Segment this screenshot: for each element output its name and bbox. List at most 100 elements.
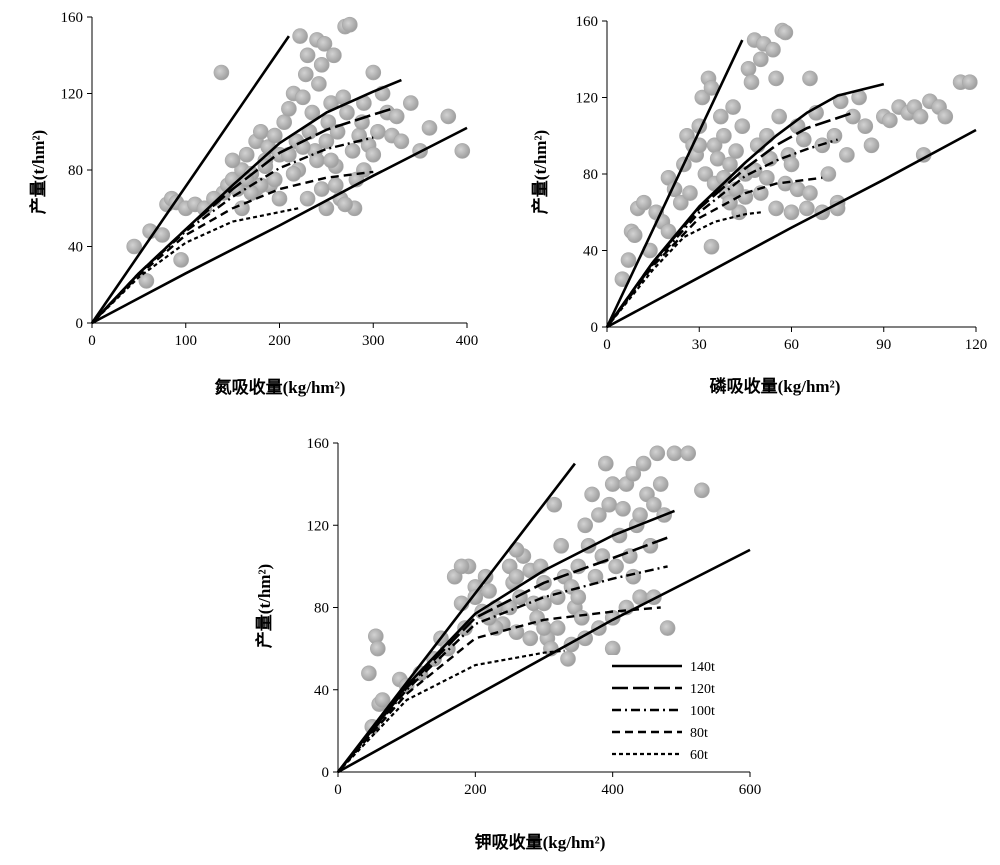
potassium-point-50 bbox=[601, 496, 618, 513]
nitrogen-point-26 bbox=[276, 114, 293, 130]
phosphorus-point-89 bbox=[802, 185, 818, 201]
phosphorus-chart: 0 30 60 90 120 0 40 80 120 160 磷吸收量(kg/hm²) 产量(t/… bbox=[530, 14, 987, 396]
legend-label-120t: 120t bbox=[690, 682, 715, 697]
phosphorus-y-tick-label: 80 bbox=[583, 167, 598, 183]
potassium-line-100t bbox=[337, 565, 668, 773]
nitrogen-line-lower-boundary bbox=[91, 126, 468, 325]
potassium-point-45 bbox=[584, 486, 600, 503]
nitrogen-point-1 bbox=[138, 273, 155, 289]
phosphorus-point-34 bbox=[743, 74, 760, 90]
nitrogen-point-65 bbox=[388, 108, 405, 125]
potassium-y-tick-label: 0 bbox=[322, 765, 330, 781]
potassium-x-tick-label: 400 bbox=[601, 782, 624, 798]
legend-label-100t: 100t bbox=[690, 704, 715, 719]
potassium-point-35 bbox=[549, 589, 566, 606]
potassium-point-74 bbox=[522, 630, 539, 647]
phosphorus-point-43 bbox=[771, 108, 788, 125]
potassium-point-3 bbox=[369, 640, 386, 657]
phosphorus-point-67 bbox=[912, 108, 929, 125]
nitrogen-point-70 bbox=[440, 108, 457, 125]
potassium-point-46 bbox=[587, 568, 604, 585]
phosphorus-point-24 bbox=[712, 108, 729, 125]
nitrogen-point-86 bbox=[365, 146, 382, 163]
nitrogen-point-27 bbox=[281, 101, 297, 117]
potassium-y-tick-label: 80 bbox=[314, 601, 329, 617]
nitrogen-point-74 bbox=[271, 190, 288, 207]
phosphorus-point-37 bbox=[752, 51, 769, 68]
nitrogen-chart: 0 100 200 300 400 0 40 80 120 160 氮吸收量(kg/hm²) 产量… bbox=[28, 10, 478, 397]
potassium-lines bbox=[336, 462, 751, 774]
potassium-line-lower-boundary bbox=[337, 548, 751, 774]
potassium-point-68 bbox=[666, 445, 683, 462]
nitrogen-point-83 bbox=[323, 152, 339, 169]
potassium-x-tick-label: 200 bbox=[464, 782, 487, 798]
potassium-point-34 bbox=[546, 496, 563, 513]
potassium-point-63 bbox=[646, 496, 662, 513]
phosphorus-point-80 bbox=[799, 200, 815, 217]
phosphorus-line-80t bbox=[606, 176, 823, 328]
potassium-point-59 bbox=[632, 507, 648, 523]
nitrogen-point-60 bbox=[365, 64, 382, 81]
phosphorus-y-tick-label: 160 bbox=[576, 14, 599, 30]
nitrogen-point-33 bbox=[297, 66, 314, 83]
nitrogen-point-66 bbox=[393, 133, 410, 150]
phosphorus-point-78 bbox=[768, 200, 784, 217]
nitrogen-axes bbox=[87, 16, 468, 328]
phosphorus-line-120t bbox=[605, 111, 854, 328]
nitrogen-y-tick-label: 80 bbox=[68, 163, 83, 179]
phosphorus-point-79 bbox=[783, 204, 800, 221]
phosphorus-point-25 bbox=[716, 128, 732, 144]
phosphorus-x-tick-label: 60 bbox=[784, 337, 799, 353]
phosphorus-y-tick-label: 120 bbox=[576, 91, 599, 107]
potassium-x-tick-label: 0 bbox=[334, 782, 342, 798]
nitrogen-y-tick-label: 120 bbox=[61, 87, 84, 103]
phosphorus-point-45 bbox=[777, 24, 794, 41]
potassium-point-64 bbox=[649, 445, 666, 462]
phosphorus-lines bbox=[605, 39, 977, 329]
legend-box bbox=[605, 655, 735, 770]
potassium-x-axis-label: 钾吸收量(kg/hm²) bbox=[475, 832, 606, 852]
phosphorus-point-33 bbox=[740, 61, 757, 77]
potassium-point-38 bbox=[560, 651, 576, 667]
nitrogen-point-31 bbox=[292, 28, 308, 44]
phosphorus-point-91 bbox=[660, 223, 677, 240]
potassium-point-5 bbox=[374, 692, 391, 708]
potassium-y-tick-label: 40 bbox=[314, 683, 329, 699]
phosphorus-point-41 bbox=[765, 41, 781, 58]
nitrogen-line-60t bbox=[91, 207, 299, 324]
potassium-point-24 bbox=[508, 568, 525, 585]
potassium-point-75 bbox=[536, 620, 552, 636]
phosphorus-x-axis-label: 磷吸收量(kg/hm²) bbox=[710, 376, 841, 396]
phosphorus-point-1 bbox=[620, 252, 637, 268]
nitrogen-point-6 bbox=[173, 252, 189, 268]
nitrogen-point-51 bbox=[339, 104, 355, 121]
potassium-point-36 bbox=[553, 537, 570, 554]
phosphorus-point-18 bbox=[694, 89, 711, 106]
phosphorus-line-100t bbox=[606, 138, 838, 328]
phosphorus-point-70 bbox=[937, 108, 954, 125]
phosphorus-line-60t bbox=[606, 211, 761, 328]
phosphorus-point-77 bbox=[752, 185, 769, 201]
phosphorus-y-axis-label: 产量(t/hm²) bbox=[530, 130, 550, 214]
potassium-point-42 bbox=[573, 609, 590, 626]
nitrogen-y-axis-label: 产量(t/hm²) bbox=[28, 130, 48, 214]
potassium-point-69 bbox=[680, 445, 697, 462]
phosphorus-point-53 bbox=[820, 166, 837, 182]
potassium-point-54 bbox=[615, 500, 631, 517]
nitrogen-point-79 bbox=[266, 171, 283, 188]
potassium-chart: 0 200 400 600 0 40 80 120 160 钾吸收量(kg/hm²) 产量(t/… bbox=[254, 436, 761, 852]
potassium-point-65 bbox=[652, 476, 669, 492]
nitrogen-x-tick-label: 400 bbox=[456, 333, 479, 349]
potassium-axes bbox=[333, 442, 751, 777]
nitrogen-point-41 bbox=[316, 35, 333, 52]
nitrogen-x-axis-label: 氮吸收量(kg/hm²) bbox=[215, 377, 346, 397]
phosphorus-point-50 bbox=[802, 70, 818, 87]
phosphorus-axes bbox=[602, 20, 977, 332]
potassium-point-88 bbox=[604, 640, 621, 657]
phosphorus-point-60 bbox=[857, 118, 874, 134]
potassium-point-89 bbox=[625, 568, 642, 585]
nitrogen-point-71 bbox=[454, 143, 471, 159]
potassium-y-tick-label: 160 bbox=[307, 436, 330, 452]
phosphorus-line-upper-boundary bbox=[605, 39, 744, 328]
phosphorus-point-31 bbox=[734, 118, 751, 134]
